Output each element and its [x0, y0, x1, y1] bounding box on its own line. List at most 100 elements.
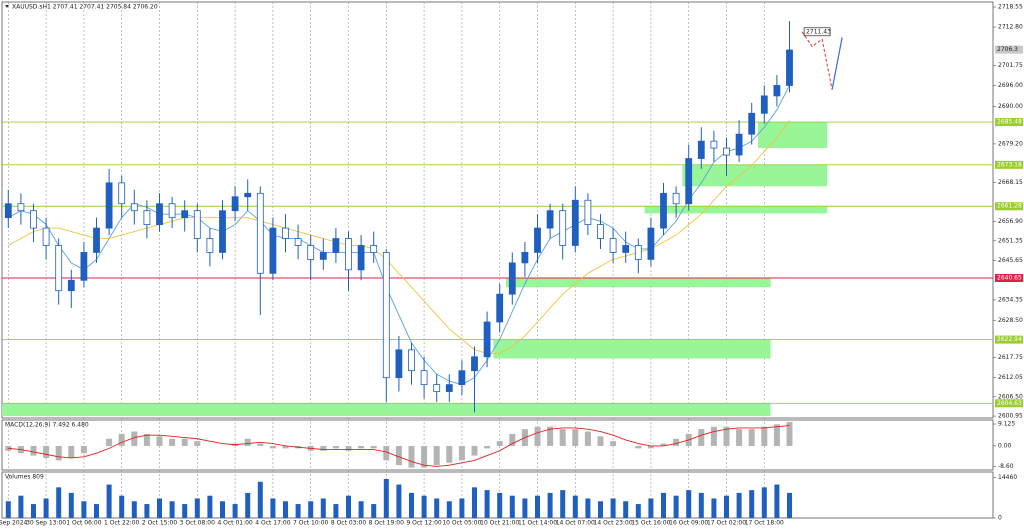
volume-bar	[157, 498, 162, 518]
volume-bar	[459, 498, 465, 518]
candle-body	[67, 279, 75, 292]
candle-body	[345, 238, 352, 271]
volume-bar	[245, 492, 251, 518]
volume-bar	[560, 490, 566, 518]
volume-bar	[446, 501, 452, 518]
volume-bar	[711, 498, 717, 518]
y-tick-label: 2668.15	[998, 179, 1023, 186]
x-tick-label: 1 Oct 22:00	[104, 520, 139, 527]
y-tick-label: 2617.75	[998, 354, 1023, 361]
level-label: 2661.28	[997, 203, 1022, 210]
candle-body	[508, 262, 516, 295]
macd-bar	[673, 438, 680, 446]
macd-bar	[547, 426, 554, 446]
volume-bar	[270, 498, 276, 518]
candle-body	[357, 245, 365, 271]
forecast-label-box	[803, 27, 831, 37]
zone	[682, 164, 828, 187]
zone	[493, 339, 771, 359]
volume-bar	[673, 495, 679, 518]
macd-bar	[647, 445, 654, 449]
level-label-box	[995, 160, 1023, 169]
candle-body	[559, 210, 567, 246]
candle-body	[231, 196, 239, 212]
volume-bar	[484, 490, 490, 518]
candle-body	[760, 95, 768, 114]
macd-bar	[194, 441, 201, 446]
macd-panel-frame	[1, 419, 994, 471]
volume-bar	[371, 504, 377, 518]
collapse-icon	[5, 5, 9, 8]
volume-bar	[724, 495, 729, 518]
y-tick-label: 2612.05	[998, 374, 1023, 381]
macd-bar	[635, 445, 642, 449]
macd-bar	[55, 445, 62, 461]
x-tick-label: 30 Sep 13:00	[26, 520, 66, 527]
macd-bar	[509, 433, 516, 446]
macd-bar	[80, 445, 87, 454]
volume-bar	[308, 501, 314, 518]
candle-body	[584, 199, 592, 226]
level-label-box	[995, 202, 1023, 211]
macd-bar	[458, 445, 465, 461]
x-tick-label: 17 Oct 18:00	[745, 520, 784, 527]
macd-bar	[269, 445, 276, 449]
macd-bar	[257, 443, 264, 446]
volume-bar	[736, 492, 742, 518]
y-tick-label: 2690.00	[998, 103, 1023, 110]
level-label: 2673.18	[997, 161, 1022, 168]
candle-body	[571, 199, 579, 246]
volume-bar	[787, 492, 792, 518]
candle-body	[319, 252, 327, 260]
y-tick-label: 2656.90	[998, 218, 1023, 225]
candle-body	[773, 85, 781, 97]
y-tick-label: 2600.95	[998, 413, 1023, 420]
volume-bar	[81, 501, 87, 518]
candle-body	[546, 210, 554, 229]
macd-bar	[68, 445, 75, 458]
macd-bar	[723, 426, 730, 446]
volume-bar	[68, 492, 74, 518]
x-tick-label: 16 Oct 09:00	[669, 520, 708, 527]
volume-bar	[547, 492, 553, 518]
candle-body	[395, 349, 403, 379]
candle-body	[181, 210, 189, 219]
candle-body	[735, 133, 743, 156]
macd-bar	[446, 445, 453, 463]
volume-bar	[472, 487, 477, 518]
y-tick-label: 2718.55	[998, 4, 1023, 11]
macd-bar	[320, 445, 327, 451]
candle-body	[786, 49, 793, 86]
candle-body	[420, 370, 428, 386]
macd-bar	[131, 431, 138, 446]
candle-body	[93, 227, 100, 253]
level-label: 2640.65	[997, 275, 1022, 282]
level-label-box	[995, 399, 1023, 408]
volume-bar	[5, 501, 11, 518]
macd-bar	[584, 431, 591, 446]
symbol-title: XAUUSD.sH1 2707.41 2707.41 2705.84 2706.…	[12, 4, 158, 11]
zone	[644, 206, 828, 214]
candle-body	[244, 192, 252, 198]
x-tick-label: 10 Oct 05:00	[442, 520, 481, 527]
x-tick-label: 8 Oct 19:00	[369, 520, 404, 527]
x-tick-label: 8 Oct 03:00	[331, 520, 366, 527]
volume-bar	[761, 487, 767, 518]
macd-bar	[118, 433, 125, 446]
candle-body	[534, 227, 541, 253]
candle-body	[647, 227, 655, 260]
macd-bar	[736, 429, 743, 446]
moving-average	[8, 85, 790, 386]
candle-body	[256, 192, 264, 274]
y-tick-label: 2696.00	[998, 82, 1023, 89]
volume-bar	[522, 498, 528, 518]
candle-body	[80, 252, 88, 281]
macd-bar	[358, 445, 365, 449]
volume-bar	[56, 487, 62, 518]
x-tick-label: 15 Oct 16:00	[631, 520, 670, 527]
y-tick-label: 14460	[998, 474, 1017, 481]
macd-bar	[597, 436, 604, 446]
volume-bar	[698, 492, 704, 518]
macd-bar	[786, 421, 793, 446]
candle-body	[193, 210, 201, 239]
